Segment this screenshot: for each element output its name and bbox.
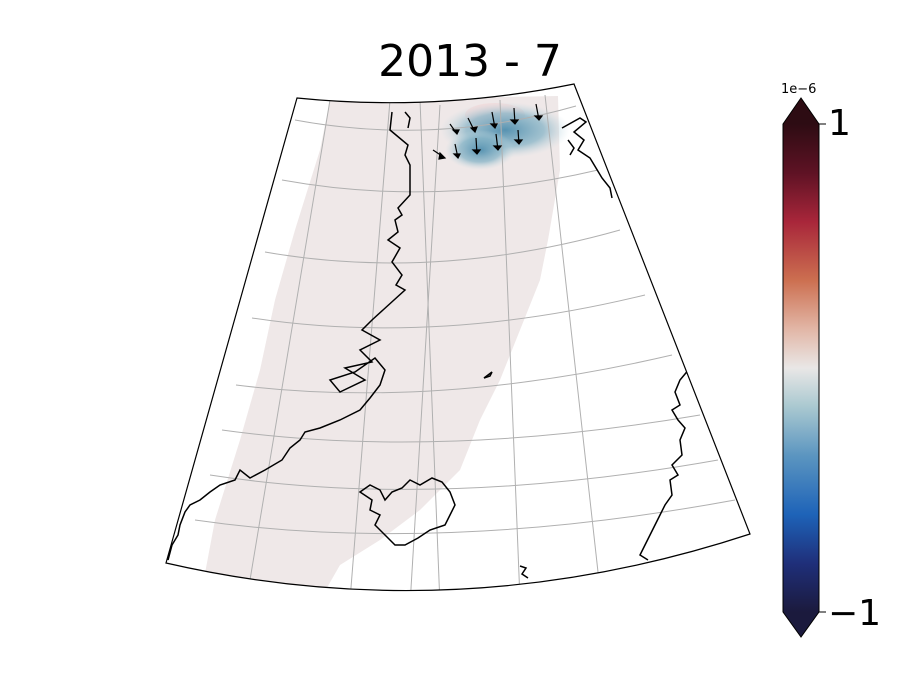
map-field <box>166 84 750 591</box>
svalbard-coast <box>561 117 613 199</box>
vector-arrows <box>432 103 544 160</box>
jan-mayen-island <box>483 371 493 379</box>
colorbar-extend-min <box>783 612 819 637</box>
iceland-coast <box>358 477 456 546</box>
faroe-islands <box>519 565 529 579</box>
colorbar-max-tick-label: 1 <box>828 103 851 144</box>
colorbar-extend-max <box>783 98 819 124</box>
norway-coast <box>639 367 691 561</box>
greenland-east-coast <box>167 111 411 561</box>
map-frame <box>165 83 751 592</box>
coastlines <box>167 111 691 579</box>
map-title: 2013 - 7 <box>378 36 562 87</box>
anomaly-field <box>200 96 560 591</box>
graticule <box>194 94 736 591</box>
colorbar <box>782 97 826 638</box>
colorbar-exponent-label: 1e−6 <box>781 82 817 97</box>
colorbar-min-tick-label: −1 <box>828 593 882 634</box>
